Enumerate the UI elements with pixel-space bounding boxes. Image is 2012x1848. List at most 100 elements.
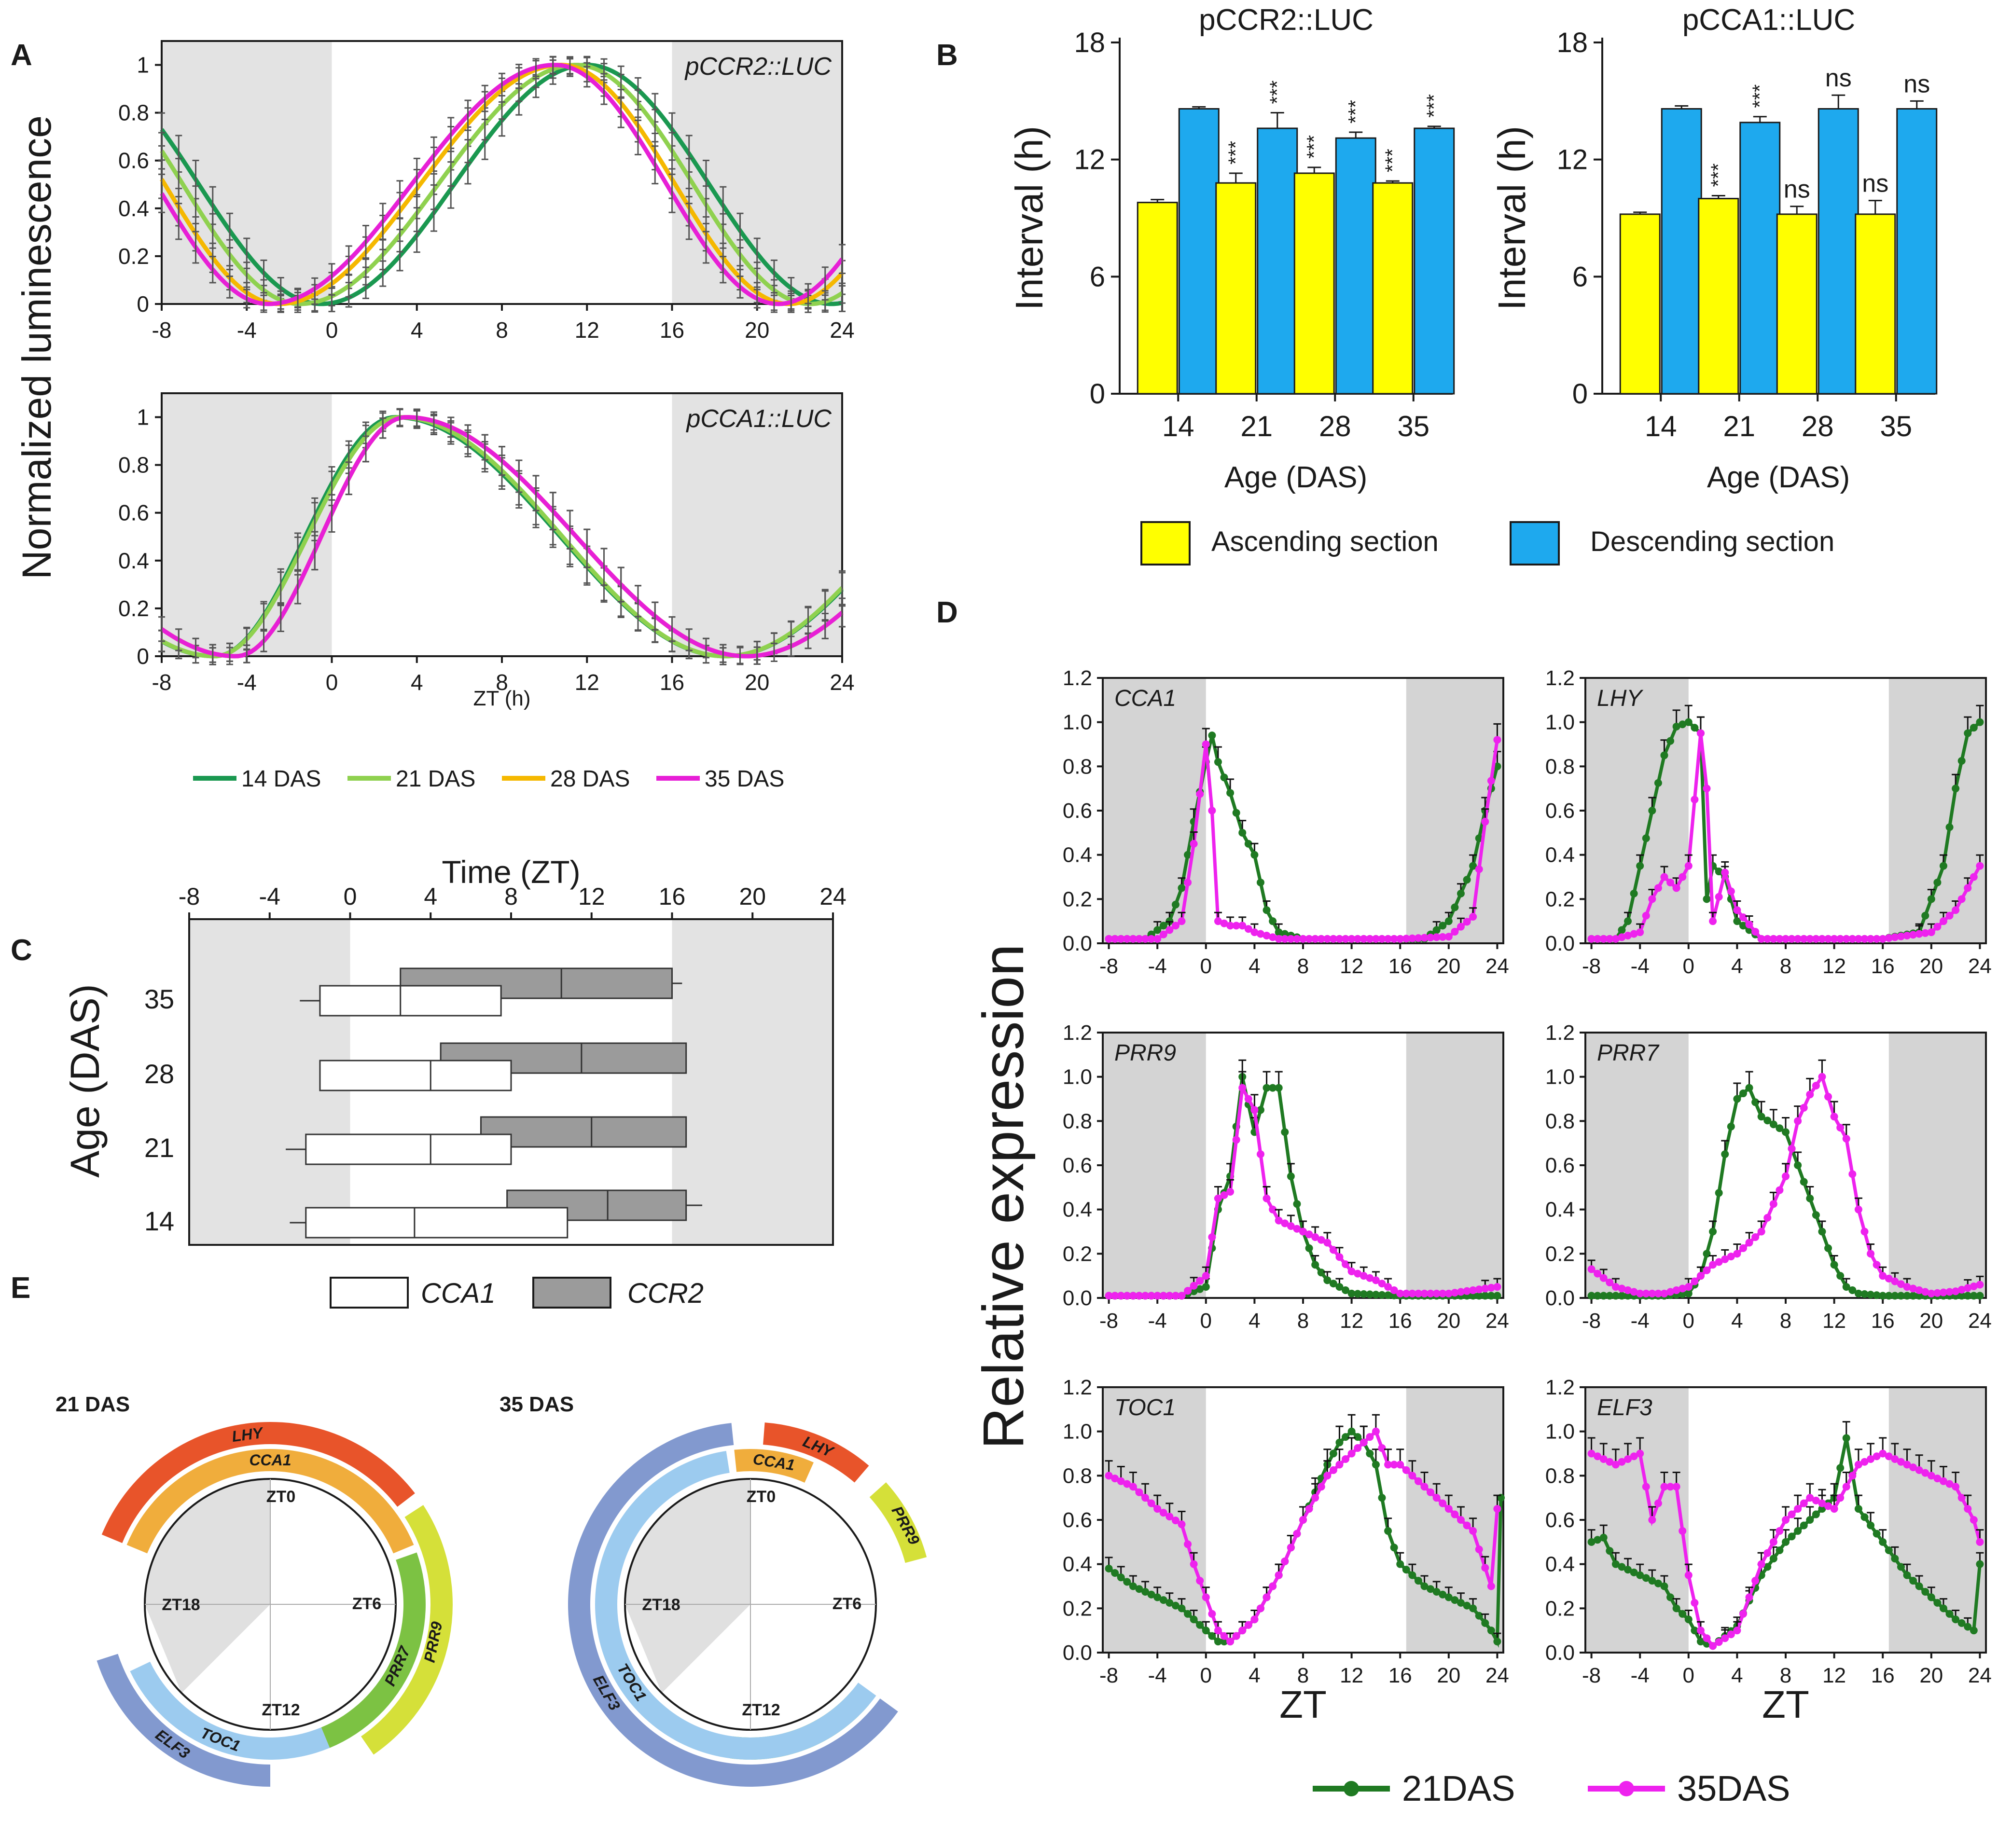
data-point: [1105, 1472, 1113, 1480]
data-point: [1427, 933, 1435, 941]
data-point: [1933, 1289, 1942, 1297]
data-point: [1800, 1499, 1808, 1507]
data-point: [1648, 1577, 1656, 1585]
x-tick-label: 4: [411, 317, 423, 343]
y-tick-label: 0.2: [1545, 1597, 1575, 1620]
error-bar: [788, 635, 795, 657]
data-point: [1842, 1434, 1850, 1442]
data-point: [1263, 906, 1271, 914]
data-point: [1457, 889, 1465, 897]
data-point: [1618, 1292, 1626, 1300]
panel-letter-d: D: [936, 596, 958, 629]
data-point: [1475, 1285, 1483, 1294]
data-point: [1147, 1590, 1155, 1599]
error-bar: [805, 283, 812, 304]
data-point: [1184, 851, 1192, 859]
data-point: [1611, 1560, 1620, 1568]
data-point: [1342, 1260, 1350, 1269]
axis-title: Time (ZT): [442, 854, 580, 890]
data-point: [1117, 1292, 1125, 1300]
y-tick-label: 0.6: [1545, 799, 1575, 823]
data-point: [1396, 1560, 1404, 1568]
data-point: [1696, 1627, 1705, 1635]
data-point: [1751, 1098, 1760, 1106]
data-point: [1903, 1571, 1911, 1579]
data-point: [1909, 931, 1917, 939]
data-point: [1970, 724, 1978, 732]
y-tick-label: 0.4: [1545, 1553, 1575, 1576]
clock-label-zt18: ZT18: [162, 1596, 200, 1614]
error-bar: [175, 203, 182, 240]
error-bar: [821, 613, 829, 639]
clock-label-zt12: ZT12: [262, 1701, 300, 1719]
data-point: [1244, 925, 1252, 933]
y-tick-label: 1.0: [1545, 1065, 1575, 1089]
gene-arc-lhy: [101, 1422, 415, 1543]
data-point: [1897, 1280, 1905, 1288]
data-point: [1475, 1292, 1483, 1300]
x-tick-label: 4: [1249, 1309, 1260, 1333]
data-point: [1329, 1449, 1337, 1458]
data-point: [1739, 1089, 1747, 1098]
x-tick-label: 20: [745, 670, 769, 695]
data-point: [1196, 790, 1204, 798]
x-tick-label: 0: [1683, 1309, 1694, 1333]
panel-letter-a: A: [11, 39, 32, 72]
data-point: [1945, 1610, 1954, 1618]
data-point: [1800, 1103, 1808, 1112]
y-axis-label: Age (DAS): [62, 984, 108, 1177]
data-point: [1976, 1281, 1984, 1289]
box-ccr2: [480, 1116, 687, 1148]
data-point: [1891, 1455, 1899, 1463]
data-point: [1117, 1573, 1125, 1582]
data-point: [1299, 1516, 1307, 1524]
panel-d-subplot-toc1: 0.0 0.2 0.4 0.6 0.8 1.0 1.2 -8 -4 0 4 8 12 16 20 24 TOC1: [1063, 1376, 1509, 1687]
data-point: [1660, 751, 1668, 759]
data-point: [1666, 737, 1675, 745]
bar-ascending: [1293, 172, 1335, 395]
bar-descending: [1896, 108, 1938, 395]
x-tick-label: 24: [830, 670, 854, 695]
error-bar: [805, 625, 812, 649]
gene-arc-prr7: [321, 1552, 426, 1748]
data-point: [1366, 1290, 1374, 1298]
data-point: [1733, 906, 1741, 914]
data-point: [1679, 1290, 1687, 1298]
data-point: [1696, 1272, 1705, 1280]
error-bar: [499, 72, 505, 97]
dark-period-shading: [1585, 1387, 1689, 1653]
significance-label: ***: [1423, 94, 1445, 118]
error-bar: [753, 646, 761, 665]
x-tick-label: 8: [504, 883, 518, 910]
x-tick-label: 4: [1731, 1309, 1743, 1333]
data-point: [1366, 1274, 1374, 1282]
data-point: [1141, 1292, 1150, 1300]
data-point: [1927, 1289, 1935, 1297]
dark-period-shading: [1888, 1033, 1986, 1298]
error-bar: [703, 637, 709, 659]
y-tick-label: 0.0: [1545, 1286, 1575, 1310]
data-point: [1305, 1244, 1313, 1252]
y-tick-label: 21: [144, 1132, 174, 1163]
x-tick-label: -8: [1582, 1309, 1601, 1333]
data-point: [1141, 1494, 1150, 1502]
data-point: [1606, 935, 1614, 943]
data-point: [1836, 1494, 1845, 1502]
data-point: [1493, 1292, 1501, 1300]
x-axis-label: Age (DAS): [1224, 461, 1367, 494]
data-point: [1757, 1560, 1765, 1568]
y-tick-label: 12: [1074, 144, 1105, 176]
error-bar: [1192, 106, 1206, 109]
data-point: [1281, 935, 1289, 943]
data-point: [1269, 917, 1277, 925]
error-bar: [1790, 206, 1804, 214]
data-point: [1709, 1642, 1717, 1650]
data-point: [1238, 922, 1247, 930]
x-tick-label: 8: [1297, 1309, 1309, 1333]
data-point: [1642, 1289, 1650, 1297]
clock-label-zt18: ZT18: [642, 1596, 680, 1614]
data-point: [1244, 1095, 1252, 1103]
data-point: [1733, 1250, 1741, 1258]
x-tick-label: 16: [1871, 1309, 1895, 1333]
data-point: [1976, 1560, 1984, 1568]
